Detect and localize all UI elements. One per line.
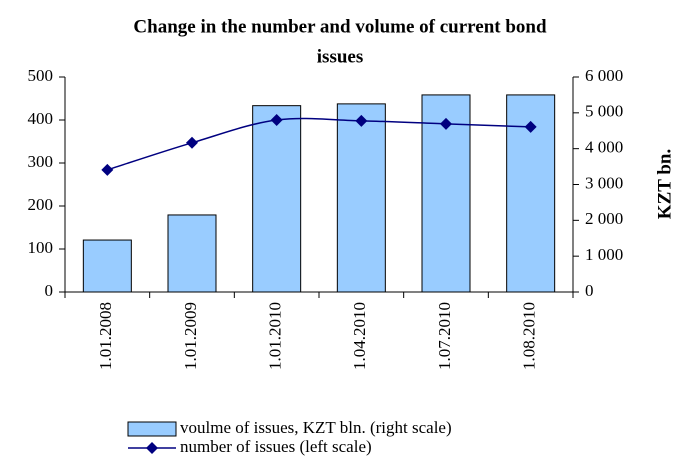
line-marker	[101, 163, 114, 176]
y2-tick-label: 5 000	[585, 102, 623, 121]
x-tick-label: 1.01.2008	[96, 302, 115, 370]
x-tick-label: 1.04.2010	[350, 302, 369, 370]
line-marker	[355, 114, 368, 127]
legend-label: number of issues (left scale)	[180, 437, 372, 456]
y2-axis-label: KZT bn.	[654, 149, 675, 219]
y2-tick-label: 0	[585, 281, 594, 300]
y-tick-label: 500	[28, 66, 54, 85]
line-marker	[186, 136, 198, 149]
bar	[252, 105, 302, 293]
y-tick-label: 0	[45, 281, 54, 300]
x-tick-label: 1.01.2009	[181, 302, 200, 370]
legend-swatch	[127, 421, 177, 437]
bar	[336, 103, 386, 293]
line-marker	[524, 120, 537, 133]
y2-tick-label: 2 000	[585, 209, 623, 228]
x-tick-label: 1.08.2010	[520, 302, 539, 370]
y-tick-label: 300	[28, 152, 54, 171]
bar	[82, 239, 132, 293]
line-marker	[270, 114, 283, 126]
y-tick-label: 100	[28, 238, 54, 257]
y2-tick-label: 3 000	[585, 173, 623, 192]
y2-tick-label: 6 000	[585, 66, 623, 85]
y-tick-label: 200	[28, 195, 54, 214]
line-marker	[440, 117, 452, 130]
y2-tick-label: 4 000	[585, 138, 623, 157]
line	[107, 117, 531, 171]
y2-tick-label: 1 000	[585, 245, 623, 264]
chart-title: issues	[317, 46, 363, 67]
legend-marker	[146, 442, 158, 454]
bar	[167, 214, 217, 293]
x-tick-label: 1.07.2010	[435, 302, 454, 370]
chart-title: Change in the number and volume of curre…	[133, 16, 547, 37]
x-tick-label: 1.01.2010	[266, 302, 285, 370]
legend-label: voulme of issues, KZT bln. (right scale)	[180, 418, 452, 437]
y-tick-label: 400	[28, 109, 54, 128]
